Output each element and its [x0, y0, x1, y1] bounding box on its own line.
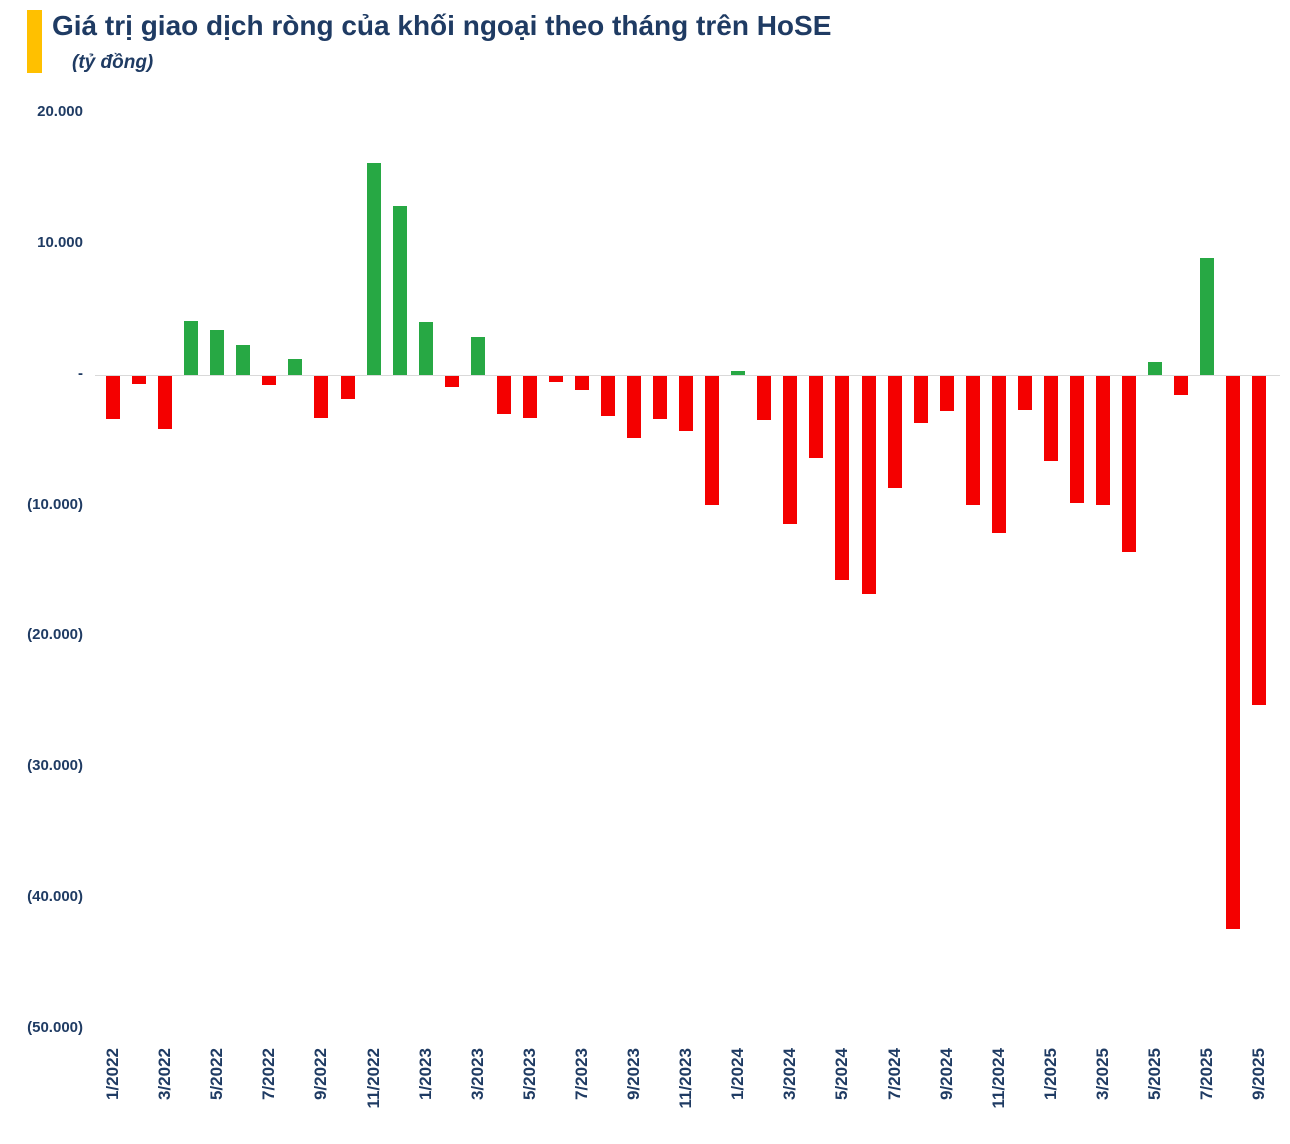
bar-7-2022: [262, 375, 277, 385]
bar-8-2024: [913, 375, 928, 423]
x-axis-label: 7/2023: [571, 1048, 591, 1100]
bar-5-2022: [210, 330, 225, 375]
bar-12-2024: [1017, 375, 1032, 410]
bar-4-2023: [496, 375, 511, 414]
x-axis-label: 1/2025: [1040, 1048, 1060, 1100]
bar-3-2023: [470, 336, 485, 375]
x-axis-label: 9/2023: [624, 1048, 643, 1100]
x-axis-label: 9/2025: [1249, 1048, 1269, 1100]
title-accent-bar: [27, 10, 42, 73]
bar-5-2023: [522, 375, 537, 418]
y-axis-label: (50.000): [27, 1019, 83, 1036]
bar-10-2023: [653, 375, 668, 419]
bar-9-2022: [314, 375, 329, 418]
bar-9-2025: [1252, 375, 1267, 706]
y-axis-label: (40.000): [27, 888, 83, 906]
x-axis-label: 7/2025: [1197, 1048, 1217, 1100]
x-axis-label: 7/2024: [884, 1048, 904, 1100]
y-axis-label: 10.000: [37, 233, 83, 251]
y-axis-label: (20.000): [27, 626, 83, 644]
bar-1-2024: [731, 370, 746, 375]
bar-11-2022: [366, 162, 381, 375]
x-axis-label: 1/2024: [728, 1048, 748, 1100]
y-axis-label: 20.000: [37, 103, 83, 120]
x-axis-label: 3/2023: [467, 1048, 487, 1100]
x-axis-label: 1/2023: [415, 1048, 435, 1100]
y-axis-label: -: [78, 364, 83, 382]
bar-7-2023: [574, 375, 589, 391]
bar-2-2022: [132, 375, 147, 384]
bar-11-2023: [679, 375, 694, 431]
zero-axis-line: [95, 374, 1280, 376]
bar-10-2022: [340, 375, 355, 400]
bar-2-2023: [444, 375, 459, 388]
bar-4-2022: [184, 321, 199, 375]
bar-3-2024: [783, 375, 798, 524]
bar-3-2025: [1095, 375, 1110, 506]
bar-1-2025: [1043, 375, 1058, 461]
x-axis-label: 5/2025: [1145, 1048, 1164, 1100]
bar-8-2025: [1226, 375, 1241, 930]
x-axis-label: 3/2025: [1092, 1048, 1112, 1100]
bar-8-2022: [288, 359, 303, 375]
bar-2-2024: [757, 375, 772, 421]
x-axis-label: 11/2024: [988, 1048, 1008, 1109]
bar-3-2022: [158, 375, 173, 430]
bar-5-2025: [1148, 361, 1162, 375]
bar-10-2024: [965, 375, 980, 506]
x-axis-label: 7/2022: [259, 1048, 279, 1100]
bar-12-2023: [705, 375, 720, 506]
x-axis-label: 11/2022: [363, 1048, 383, 1109]
bar-6-2025: [1174, 375, 1188, 396]
bar-9-2023: [627, 375, 641, 439]
bar-8-2023: [601, 375, 615, 417]
x-axis-label: 11/2023: [676, 1048, 696, 1109]
x-axis-label: 5/2022: [207, 1048, 227, 1100]
chart-title: Giá trị giao dịch ròng của khối ngoại th…: [52, 10, 832, 41]
bar-6-2023: [548, 375, 563, 383]
bar-2-2025: [1069, 375, 1084, 503]
bar-1-2023: [418, 322, 433, 375]
bar-9-2024: [939, 375, 954, 411]
bar-11-2024: [991, 375, 1006, 533]
bar-12-2022: [392, 205, 407, 375]
x-axis-label: 9/2022: [311, 1048, 331, 1100]
bar-7-2025: [1200, 258, 1215, 375]
bar-6-2022: [236, 344, 251, 375]
bar-4-2024: [809, 375, 824, 459]
bar-1-2022: [106, 375, 120, 419]
bar-4-2025: [1122, 375, 1136, 553]
x-axis-label: 1/2022: [103, 1048, 122, 1100]
x-axis-label: 9/2024: [936, 1048, 956, 1100]
x-axis-label: 5/2024: [832, 1048, 852, 1100]
x-axis-label: 3/2022: [155, 1048, 175, 1100]
x-axis-label: 3/2024: [780, 1048, 800, 1100]
bar-5-2024: [835, 375, 850, 580]
chart-unit-label: (tỷ đồng): [72, 52, 154, 73]
bar-7-2024: [887, 375, 902, 489]
bar-6-2024: [861, 375, 876, 595]
y-axis-label: (30.000): [27, 757, 83, 775]
x-axis-label: 5/2023: [519, 1048, 539, 1100]
y-axis-label: (10.000): [27, 495, 83, 513]
